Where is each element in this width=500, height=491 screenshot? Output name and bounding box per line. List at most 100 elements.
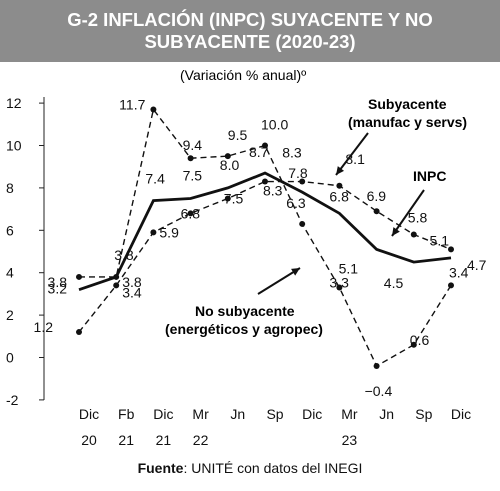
annotation-nosub-line2: (energéticos y agropec) (165, 321, 323, 337)
x-tick-label: Mr (341, 406, 358, 422)
y-tick-label: 6 (6, 222, 14, 238)
data-label-0: 8.7 (249, 144, 269, 160)
series-point-1 (113, 282, 120, 289)
x-tick-year-label: 22 (193, 432, 209, 448)
data-label-0: 4.7 (467, 257, 487, 273)
data-label-1: 5.9 (159, 224, 179, 240)
data-label-2: −0.4 (365, 383, 393, 399)
data-label-0: 7.8 (288, 165, 308, 181)
data-label-2: 10.0 (261, 117, 288, 133)
annotation-arrow-inpc (391, 189, 425, 237)
x-tick-year-label: 21 (156, 432, 172, 448)
x-tick-label: Mr (192, 406, 209, 422)
x-tick-label: Dic (451, 406, 471, 422)
series-line-0 (78, 171, 452, 291)
x-tick-label: Jn (379, 406, 394, 422)
x-tick-year-label: 23 (342, 432, 358, 448)
data-label-0: 7.5 (183, 168, 203, 184)
chart-title: G-2 INFLACIÓN (INPC) SUYACENTE Y NO SUBY… (0, 0, 500, 62)
series-point-2 (76, 273, 82, 280)
series-point-2 (113, 273, 120, 280)
series-layer (76, 106, 454, 369)
series-point-1 (336, 182, 343, 189)
inflation-line-chart: (Variación % anual)º -2 0 2 4 6 8 10 12 Dic 20 Fb 2… (6, 67, 487, 448)
data-label-0: 7.4 (145, 171, 165, 187)
data-label-0: 8.0 (220, 157, 240, 173)
data-label-1: 5.8 (408, 210, 428, 226)
source-text: : UNITÉ con datos del INEGI (183, 460, 363, 476)
data-label-0: 3.2 (48, 281, 68, 297)
x-tick-label: Jn (230, 406, 245, 422)
data-label-2: 0.6 (410, 332, 430, 348)
data-label-2: 9.5 (228, 127, 248, 143)
annotation-arrow-nosub (257, 267, 301, 295)
annotation-arrow-inpc-head (392, 227, 400, 236)
data-label-1: 6.8 (181, 205, 201, 221)
annotation-inpc: INPC (413, 168, 446, 184)
series-point-2 (448, 282, 454, 289)
chart-axes: -2 0 2 4 6 8 10 12 Dic 20 Fb 21 Dic 21 Mr 22 Jn Sp Dic Mr 23… (6, 95, 471, 448)
y-tick-label: 0 (6, 350, 14, 366)
series-point-1 (373, 208, 380, 215)
series-point-1 (150, 229, 157, 236)
data-labels-layer: 3.23.87.4 7.58.08.77.86.85.14.54.71.23.45… (34, 96, 487, 399)
series-point-2 (187, 155, 194, 162)
series-point-2 (373, 362, 380, 369)
x-tick-label: Sp (415, 406, 432, 422)
series-point-1 (448, 246, 454, 253)
x-tick-year-label: 21 (118, 432, 134, 448)
series-point-2 (224, 153, 231, 160)
y-tick-label: 4 (6, 265, 14, 281)
data-label-0: 3.8 (114, 247, 134, 263)
y-tick-label: 8 (6, 180, 14, 196)
y-tick-label: -2 (6, 392, 19, 408)
x-tick-label: Sp (266, 406, 283, 422)
source-footer: Fuente: UNITÉ con datos del INEGI (0, 460, 500, 476)
series-point-2 (299, 220, 306, 227)
data-label-1: 8.3 (263, 183, 283, 199)
series-point-2 (410, 341, 417, 348)
data-label-2: 3.8 (122, 274, 142, 290)
series-point-2 (336, 284, 343, 291)
data-label-1: 3.4 (122, 284, 142, 300)
data-label-1: 6.9 (367, 188, 387, 204)
annotations-layer: Subyacente (manufac y servs) INPC No sub… (165, 96, 467, 337)
data-label-1: 5.1 (430, 232, 450, 248)
data-label-2: 6.3 (286, 195, 306, 211)
data-label-0: 6.8 (329, 188, 349, 204)
y-tick-label: 12 (6, 95, 22, 111)
chart-title-line1: G-2 INFLACIÓN (INPC) SUYACENTE Y NO (67, 9, 433, 30)
series-point-1 (299, 178, 306, 185)
series-point-1 (76, 329, 82, 336)
y-tick-label: 10 (6, 138, 22, 154)
x-tick-label: Dic (79, 406, 99, 422)
data-label-0: 5.1 (339, 260, 359, 276)
annotation-arrow-nosub-head (291, 268, 300, 276)
annotation-subyacente-line1: Subyacente (368, 96, 447, 112)
data-label-2: 11.7 (119, 96, 145, 112)
annotation-arrow-subyacente-head (336, 166, 345, 175)
data-label-2: 3.4 (449, 264, 469, 280)
data-label-2: 9.4 (183, 137, 203, 153)
data-label-1: 1.2 (34, 319, 54, 335)
data-label-1: 7.5 (224, 191, 244, 207)
data-label-0: 4.5 (384, 275, 404, 291)
x-tick-label: Dic (302, 406, 322, 422)
data-label-2: 3.8 (48, 274, 68, 290)
data-label-2: 3.3 (329, 275, 349, 291)
data-label-1: 8.3 (282, 145, 302, 161)
series-line-1 (78, 180, 452, 333)
series-line-2 (79, 107, 452, 367)
annotation-nosub-line1: No subyacente (195, 303, 295, 319)
x-tick-year-label: 20 (81, 432, 97, 448)
x-tick-label: Dic (153, 406, 173, 422)
series-point-1 (187, 210, 194, 217)
source-label: Fuente (137, 460, 184, 476)
series-point-2 (262, 142, 268, 149)
y-tick-label: 2 (6, 307, 14, 323)
chart-subtitle: (Variación % anual)º (180, 67, 306, 83)
series-point-2 (150, 106, 157, 113)
series-point-1 (410, 231, 417, 238)
annotation-arrow-subyacente (335, 132, 369, 176)
series-point-1 (224, 195, 231, 202)
